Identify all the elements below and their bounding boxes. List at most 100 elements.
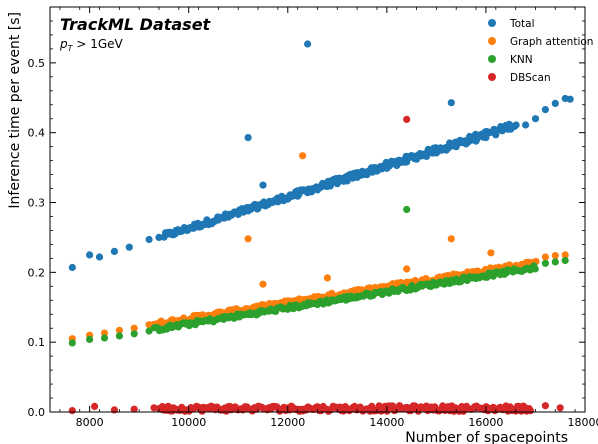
point-total [442, 146, 450, 154]
subtitle-sub: T [68, 44, 74, 53]
point-total [323, 182, 331, 191]
point-total [531, 115, 540, 123]
point-total [393, 161, 401, 170]
point-knn [145, 327, 153, 335]
series-knn [68, 205, 569, 347]
point-total [304, 40, 312, 48]
legend-marker-dbscan [488, 73, 496, 81]
point-total [566, 95, 574, 103]
point-total [110, 247, 118, 255]
x-tick-label: 12000 [270, 416, 305, 429]
y-axis-label: Inference time per event [s] [7, 12, 23, 209]
point-total [551, 99, 559, 107]
point-graph-attention [115, 326, 123, 334]
point-graph-attention [130, 324, 138, 332]
chart-title: TrackML Dataset [60, 15, 212, 34]
series-graph-attention [68, 152, 569, 343]
x-tick-label: 14000 [369, 416, 404, 429]
point-total [462, 140, 470, 148]
point-knn [100, 334, 109, 342]
point-total [432, 149, 440, 157]
point-total [452, 143, 460, 151]
point-total [185, 225, 193, 233]
y-tick-label: 0.5 [28, 57, 46, 70]
x-axis-label: Number of spacepoints [405, 430, 568, 444]
point-graph-attention [244, 235, 252, 243]
point-knn [86, 335, 94, 343]
point-graph-attention [259, 280, 267, 288]
point-total [224, 213, 232, 221]
point-total [422, 152, 431, 160]
point-total [259, 181, 267, 189]
point-knn [130, 330, 138, 338]
x-tick-label: 16000 [468, 416, 503, 429]
subtitle-rest: > 1GeV [73, 37, 124, 51]
point-total [304, 189, 312, 197]
point-total [373, 167, 381, 175]
legend-label-dbscan: DBScan [510, 72, 551, 84]
point-total [522, 121, 530, 129]
point-total [165, 230, 173, 238]
point-dbscan [68, 407, 76, 415]
point-graph-attention [487, 249, 495, 257]
series-dbscan [68, 115, 564, 415]
point-total [313, 186, 322, 194]
y-tick-label: 0.3 [28, 197, 46, 210]
y-tick-label: 0.1 [28, 336, 46, 349]
point-knn [531, 265, 539, 273]
point-graph-attention [403, 265, 411, 273]
point-total [68, 263, 76, 272]
point-graph-attention [145, 321, 153, 329]
point-total [541, 106, 550, 114]
point-total [274, 198, 282, 206]
point-dbscan [526, 407, 535, 415]
point-total [447, 99, 455, 107]
point-graph-attention [447, 235, 455, 243]
point-total [343, 177, 351, 185]
y-tick-label: 0.0 [28, 406, 46, 419]
point-total [214, 216, 222, 224]
legend-label-graph-attention: Graph attention [510, 36, 593, 48]
point-knn [561, 256, 569, 265]
point-graph-attention [561, 251, 569, 259]
point-total [413, 155, 421, 163]
point-total [95, 253, 104, 261]
point-dbscan [403, 115, 411, 123]
point-total [363, 171, 371, 179]
point-total [86, 251, 94, 259]
point-total [507, 125, 515, 133]
point-dbscan [130, 405, 138, 413]
point-total [284, 195, 292, 203]
point-total [195, 222, 203, 230]
point-total [353, 173, 361, 181]
point-total [254, 204, 262, 212]
x-tick-label: 10000 [171, 416, 206, 429]
point-knn [403, 205, 411, 214]
point-total [175, 228, 183, 236]
chart-subtitle: pT > 1GeV [59, 37, 124, 53]
point-knn [551, 258, 559, 266]
point-dbscan [556, 404, 564, 412]
x-tick-label: 8000 [76, 416, 104, 429]
point-dbscan [541, 402, 550, 410]
legend-marker-total [488, 19, 496, 27]
point-graph-attention [541, 253, 550, 261]
point-dbscan [91, 402, 99, 410]
point-total [294, 192, 302, 200]
y-tick-label: 0.2 [28, 266, 46, 279]
point-total [472, 137, 480, 145]
point-total [244, 134, 252, 142]
legend-label-total: Total [509, 18, 535, 30]
point-total [403, 158, 411, 166]
legend: Total Graph attention KNN DBScan [488, 18, 593, 84]
point-graph-attention [299, 152, 307, 160]
point-total [482, 134, 490, 142]
point-knn [541, 259, 550, 267]
point-total [492, 131, 500, 139]
point-dbscan [150, 404, 158, 412]
plot-frame [49, 6, 586, 413]
point-total [383, 164, 391, 172]
points-layer [68, 40, 574, 415]
point-total [264, 201, 272, 209]
